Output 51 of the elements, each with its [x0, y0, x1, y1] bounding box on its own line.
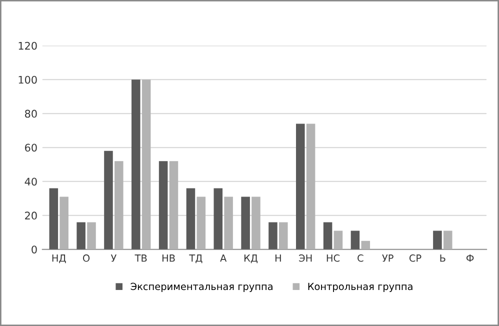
- bar: [76, 222, 86, 250]
- bar: [142, 80, 151, 250]
- bar: [296, 124, 305, 250]
- x-tick-label: ТД: [189, 254, 202, 264]
- legend-label: Экспериментальная группа: [130, 282, 272, 292]
- bar: [323, 222, 332, 250]
- y-tick-label: 100: [18, 76, 37, 84]
- bar: [132, 80, 140, 250]
- x-tick-label: ЭН: [299, 254, 312, 262]
- bar: [104, 150, 113, 250]
- bar: [214, 188, 223, 250]
- bar: [306, 124, 316, 250]
- x-tick-label: СР: [409, 254, 422, 262]
- x-tick-label: У: [110, 254, 116, 262]
- x-tick-label: А: [220, 254, 227, 262]
- x-tick-label: Н: [275, 254, 281, 262]
- bar: [268, 222, 278, 250]
- bar: [252, 196, 260, 250]
- bar: [87, 222, 96, 250]
- x-tick-label: НД: [52, 254, 66, 264]
- legend-label: Контрольная группа: [308, 282, 412, 292]
- x-tick-label: О: [82, 254, 90, 262]
- y-tick-label: 60: [25, 144, 37, 152]
- bar: [169, 161, 178, 250]
- bar: [350, 230, 360, 250]
- y-tick-label: 20: [25, 212, 37, 220]
- bar: [361, 240, 370, 250]
- y-tick-label: 80: [25, 110, 37, 118]
- bar: [433, 230, 442, 250]
- bar: [196, 196, 206, 250]
- bar: [241, 196, 250, 250]
- x-tick-label: НС: [326, 254, 340, 262]
- bar: [49, 188, 58, 250]
- bar: [279, 222, 288, 250]
- y-tick-label: 120: [18, 42, 37, 50]
- bar: [114, 161, 124, 250]
- y-tick-label: 0: [32, 246, 37, 254]
- x-tick-label: НВ: [162, 254, 175, 262]
- bar: [334, 230, 343, 250]
- bar: [158, 161, 168, 250]
- bar: [443, 230, 452, 250]
- bar: [186, 188, 196, 250]
- x-tick-label: С: [358, 254, 364, 262]
- x-tick-label: ТВ: [134, 254, 147, 262]
- y-tick-label: 40: [24, 178, 37, 186]
- bar: [224, 196, 233, 250]
- x-tick-label: УР: [382, 254, 394, 262]
- bar: [60, 196, 68, 250]
- x-tick-label: КД: [244, 254, 258, 264]
- x-tick-label: Ь: [440, 254, 446, 262]
- x-tick-label: Ф: [466, 254, 474, 262]
